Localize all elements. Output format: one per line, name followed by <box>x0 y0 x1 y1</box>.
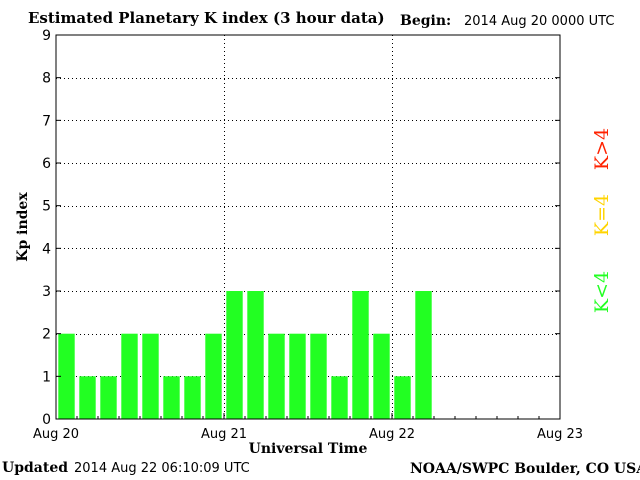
y-tick-label: 3 <box>42 284 51 300</box>
legend-k-high: K>4 <box>591 128 613 170</box>
begin-value: 2014 Aug 20 0000 UTC <box>464 14 615 29</box>
begin-label: Begin: <box>400 13 452 29</box>
kp-bar <box>415 291 432 419</box>
y-tick-label: 2 <box>42 327 51 343</box>
x-tick-label: Aug 20 <box>33 427 79 442</box>
kp-bar <box>100 376 117 419</box>
x-tick-label: Aug 23 <box>537 427 583 442</box>
kp-bar <box>205 333 222 419</box>
y-tick-label: 1 <box>42 369 51 385</box>
kp-bar <box>121 333 138 419</box>
kp-bar <box>58 333 75 419</box>
chart-title: Estimated Planetary K index (3 hour data… <box>28 9 385 27</box>
kp-bar <box>331 376 348 419</box>
updated-label: Updated <box>2 460 69 476</box>
y-tick-label: 8 <box>42 71 51 87</box>
grid-lines <box>56 35 560 419</box>
kp-bar <box>247 291 264 419</box>
kp-bar <box>373 333 390 419</box>
credit-line: NOAA/SWPC Boulder, CO USA <box>410 461 640 477</box>
y-axis-label: Kp index <box>15 192 31 262</box>
x-axis-label: Universal Time <box>249 441 368 457</box>
y-tick-label: 7 <box>42 113 51 129</box>
kp-bar <box>352 291 369 419</box>
kp-bar <box>142 333 159 419</box>
x-tick-label: Aug 22 <box>369 427 415 442</box>
kp-bar <box>310 333 327 419</box>
y-tick-label: 5 <box>42 199 51 215</box>
y-tick-label: 9 <box>42 28 51 44</box>
bar-series <box>58 291 432 419</box>
x-axis-ticks: Aug 20 Aug 21 Aug 22 Aug 23 <box>33 413 583 442</box>
legend-k-low: K<4 <box>591 271 613 313</box>
y-tick-label: 0 <box>42 412 51 428</box>
kp-bar <box>394 376 411 419</box>
x-tick-label: Aug 21 <box>201 427 247 442</box>
kp-bar <box>226 291 243 419</box>
y-tick-label: 4 <box>42 241 51 257</box>
y-tick-label: 6 <box>42 156 51 172</box>
kp-bar <box>268 333 285 419</box>
updated-value: 2014 Aug 22 06:10:09 UTC <box>74 461 250 476</box>
legend-k-equal: K=4 <box>591 194 613 236</box>
kp-bar <box>79 376 96 419</box>
kp-bar <box>289 333 306 419</box>
kp-bar <box>184 376 201 419</box>
kp-bar <box>163 376 180 419</box>
y-axis-ticks: 0 1 2 3 4 5 6 7 8 9 <box>42 28 560 428</box>
